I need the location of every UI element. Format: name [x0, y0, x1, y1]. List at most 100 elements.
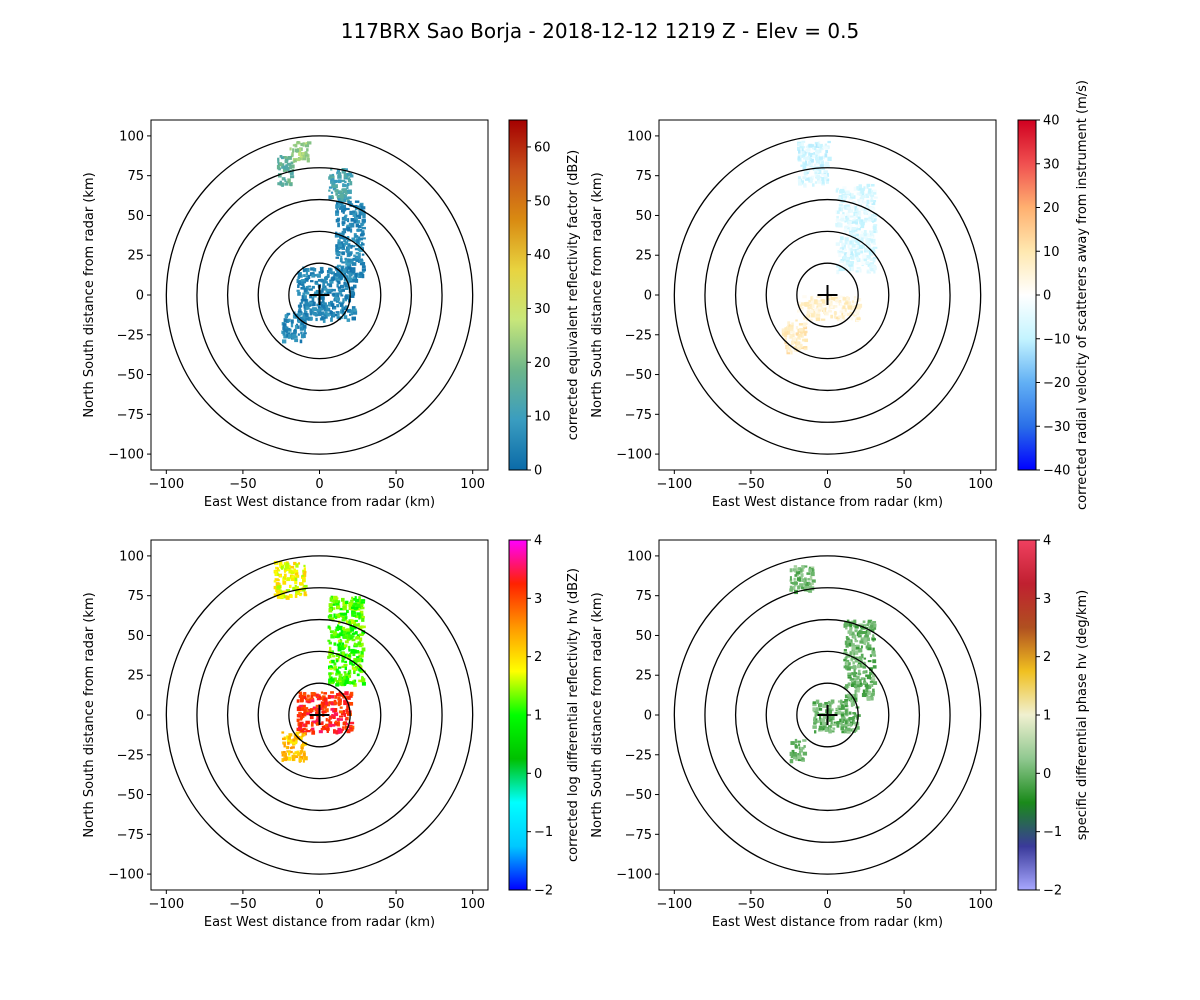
echo-pixel: [789, 751, 793, 757]
echo-pixel: [847, 305, 853, 310]
echo-pixel: [856, 680, 860, 685]
echo-pixel: [787, 327, 790, 332]
y-tick-label: −25: [117, 748, 144, 763]
echo-pixel: [821, 180, 825, 184]
echo-pixel: [292, 738, 296, 742]
echo-pixel: [806, 572, 811, 575]
colorbar: [508, 119, 528, 471]
echo-pixel: [860, 677, 865, 681]
echo-pixel: [328, 267, 332, 271]
echo-pixel: [302, 580, 305, 583]
echo-pixel: [806, 163, 810, 167]
echo-pixel: [343, 671, 347, 674]
echo-pixel: [871, 201, 876, 206]
echo-pixel: [859, 223, 865, 229]
echo-pixel: [307, 700, 311, 704]
echo-pixel: [858, 191, 862, 196]
echo-pixel: [333, 613, 336, 618]
echo-pixel: [795, 319, 798, 322]
echo-pixel: [354, 631, 358, 635]
echo-pixel: [847, 696, 852, 700]
echo-pixel: [361, 253, 365, 256]
echo-pixel: [850, 255, 853, 259]
echo-pixel: [327, 291, 332, 294]
echo-pixel: [361, 230, 365, 234]
echo-pixel: [355, 242, 360, 247]
echo-pixel: [347, 200, 352, 205]
echo-pixel: [816, 154, 820, 157]
echo-pixel: [818, 717, 822, 721]
echo-pixel: [345, 722, 349, 725]
echo-pixel: [343, 279, 348, 282]
echo-pixel: [866, 255, 871, 260]
echo-pixel: [296, 592, 300, 596]
echo-pixel: [849, 303, 854, 307]
echo-pixel: [305, 268, 310, 272]
echo-pixel: [281, 177, 285, 180]
echo-pixel: [287, 746, 290, 749]
echo-pixel: [333, 595, 338, 600]
echo-pixel: [342, 710, 346, 713]
echo-pixel: [291, 570, 296, 574]
echo-pixel: [352, 308, 357, 312]
echo-pixel: [325, 275, 328, 281]
echo-pixel: [343, 635, 348, 639]
echo-pixel: [869, 627, 872, 631]
echo-pixel: [339, 613, 344, 616]
echo-pixel: [811, 144, 815, 148]
echo-pixel: [849, 717, 854, 721]
echo-pixel: [285, 333, 288, 337]
echo-pixel: [854, 241, 857, 244]
echo-pixel: [340, 629, 344, 633]
echo-pixel: [331, 271, 336, 275]
echo-pixel: [328, 674, 331, 678]
echo-pixel: [337, 727, 342, 731]
echo-pixel: [328, 186, 333, 189]
range-ring: [226, 618, 413, 812]
echo-pixel: [870, 191, 874, 195]
echo-pixel: [303, 708, 307, 714]
echo-pixel: [330, 181, 334, 184]
echo-pixel: [303, 274, 306, 277]
echo-pixel: [361, 205, 364, 210]
echo-pixel: [302, 298, 307, 302]
echo-pixel: [835, 301, 839, 304]
echo-pixel: [291, 577, 296, 581]
echo-pixel: [817, 300, 822, 303]
echo-pixel: [300, 156, 303, 161]
echo-pixel: [840, 318, 844, 323]
echo-pixel: [303, 324, 307, 329]
echo-pixel: [351, 663, 355, 666]
echo-pixel: [361, 243, 365, 246]
echo-pixel: [331, 600, 335, 603]
echo-pixel: [303, 750, 306, 753]
echo-pixel: [354, 216, 358, 221]
colorbar-tick-label: −1: [534, 825, 553, 840]
echo-pixel: [872, 246, 878, 249]
echo-pixel: [798, 341, 802, 344]
echo-pixel: [331, 173, 335, 177]
echo-pixel: [334, 629, 337, 633]
echo-pixel: [348, 669, 352, 673]
y-tick-label: 50: [127, 209, 144, 224]
echo-pixel: [789, 759, 794, 764]
echo-pixel: [845, 643, 849, 647]
echo-pixel: [849, 723, 853, 727]
echo-pixel: [791, 322, 794, 327]
echo-pixel: [853, 624, 856, 628]
echo-pixel: [797, 346, 802, 351]
echo-pixel: [339, 190, 343, 193]
echo-pixel: [296, 706, 302, 712]
echo-pixel: [851, 250, 855, 255]
echo-pixel: [336, 253, 341, 257]
echo-pixel: [344, 180, 347, 184]
echo-pixel: [868, 215, 873, 219]
echo-pixel: [844, 694, 849, 699]
echo-pixel: [803, 745, 806, 748]
echo-pixel: [824, 312, 828, 315]
echo-pixel: [865, 204, 869, 208]
echo-pixel: [869, 238, 874, 242]
colorbar-label: corrected log differential reflectivity …: [566, 568, 581, 862]
echo-pixel: [350, 223, 355, 228]
echo-pixel: [273, 593, 278, 597]
